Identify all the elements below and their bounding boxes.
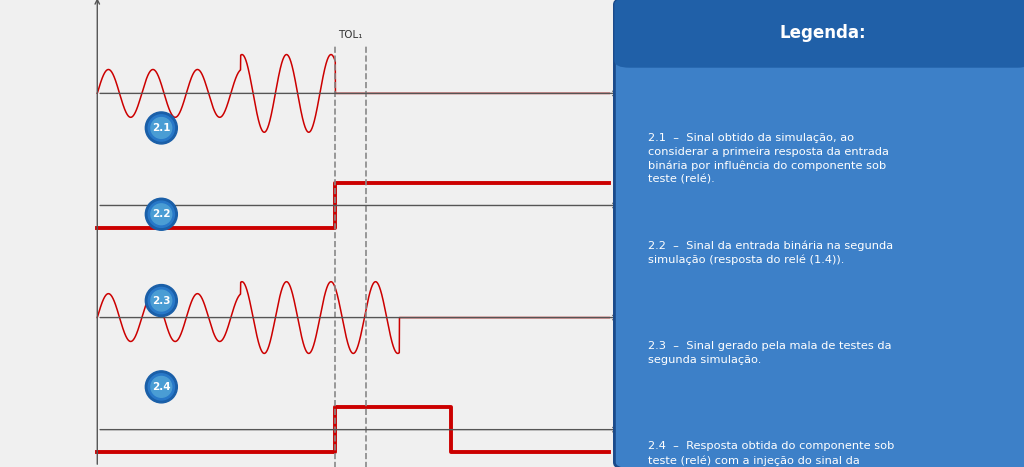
Text: 2.2  –  Sinal da entrada binária na segunda
simulação (resposta do relé (1.4)).: 2.2 – Sinal da entrada binária na segund…: [648, 241, 893, 265]
Ellipse shape: [151, 290, 172, 311]
FancyBboxPatch shape: [632, 33, 1015, 61]
Ellipse shape: [145, 112, 177, 144]
Text: 2.1: 2.1: [153, 123, 171, 133]
Ellipse shape: [148, 374, 174, 400]
FancyBboxPatch shape: [614, 0, 1024, 467]
Ellipse shape: [151, 376, 172, 397]
Ellipse shape: [145, 198, 177, 230]
Text: 2.4  –  Resposta obtida do componente sob
teste (relé) com a injeção do sinal da: 2.4 – Resposta obtida do componente sob …: [648, 441, 895, 467]
Ellipse shape: [151, 204, 172, 225]
Ellipse shape: [148, 115, 174, 141]
Text: 2.2: 2.2: [153, 209, 171, 219]
Text: TOL₁: TOL₁: [338, 30, 362, 40]
Ellipse shape: [145, 371, 177, 403]
Text: 2.3  –  Sinal gerado pela mala de testes da
segunda simulação.: 2.3 – Sinal gerado pela mala de testes d…: [648, 341, 892, 365]
Text: 2.1  –  Sinal obtido da simulação, ao
considerar a primeira resposta da entrada
: 2.1 – Sinal obtido da simulação, ao cons…: [648, 133, 889, 184]
Text: Legenda:: Legenda:: [780, 24, 866, 42]
FancyBboxPatch shape: [614, 0, 1024, 68]
Ellipse shape: [148, 201, 174, 227]
Text: 2.3: 2.3: [153, 296, 171, 305]
Ellipse shape: [151, 118, 172, 138]
Ellipse shape: [148, 288, 174, 314]
Ellipse shape: [145, 284, 177, 317]
Text: 2.4: 2.4: [152, 382, 171, 392]
